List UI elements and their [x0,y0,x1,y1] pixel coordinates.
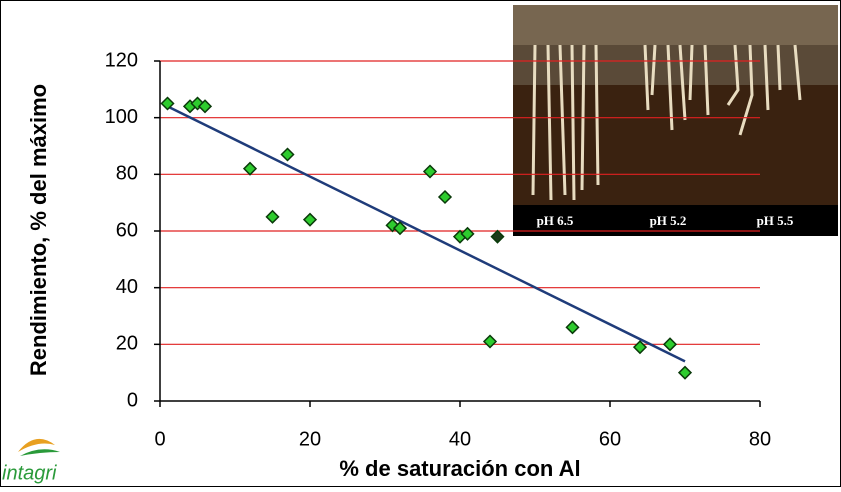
point [662,337,678,352]
point [197,99,213,114]
y-tick-label: 100 [105,106,138,128]
y-tick-label: 20 [116,333,138,355]
x-tick-label: 80 [749,428,771,450]
y-tick-label: 0 [127,389,138,411]
point [392,221,408,236]
y-tick-label: 40 [116,276,138,298]
point [302,212,318,227]
x-tick-label: 40 [449,428,471,450]
logo: intagri [2,462,57,484]
x-tick-label: 60 [599,428,621,450]
point [632,340,648,355]
point [677,365,693,380]
inset-label: pH 6.5 [537,213,574,228]
point [565,320,580,335]
point [482,334,498,349]
point [490,229,505,244]
point [265,209,280,224]
point [460,226,475,241]
point [280,147,295,162]
point [422,164,438,179]
y-tick-label: 60 [116,219,138,241]
point [160,96,175,111]
inset-label: pH 5.5 [757,213,794,228]
logo-icon [18,438,60,456]
trend-line [166,105,686,363]
point [242,161,258,176]
x-tick-label: 0 [154,428,165,450]
y-axis-label: Rendimiento, % del máximo [26,84,51,376]
inset-photo [513,5,838,236]
inset-label: pH 5.2 [650,213,687,228]
x-axis-label: % de saturación con Al [339,456,580,481]
y-tick-label: 80 [116,163,138,185]
y-tick-label: 120 [105,49,138,71]
point [437,189,453,205]
x-tick-label: 20 [299,428,321,450]
